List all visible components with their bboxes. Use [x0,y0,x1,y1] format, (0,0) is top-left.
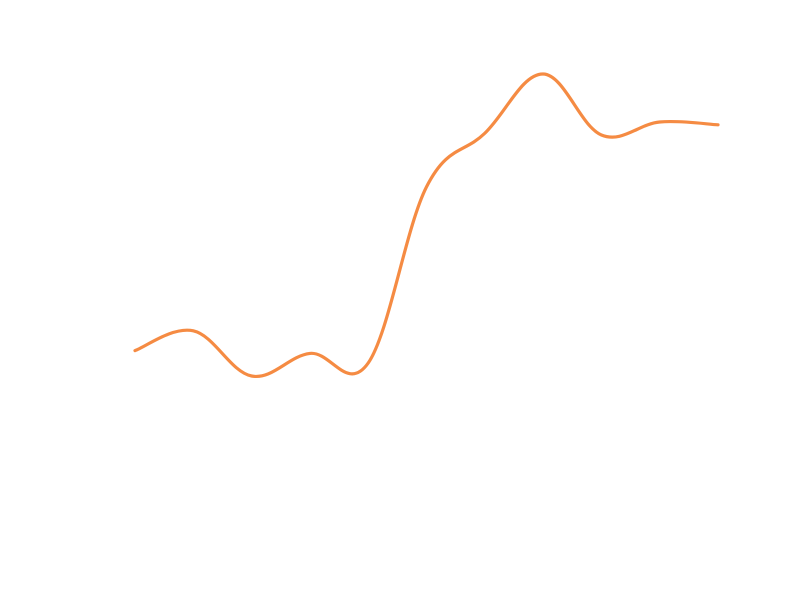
data-point-0-6 [483,131,487,135]
data-point-0-5 [425,185,429,189]
data-point-0-2 [250,374,254,378]
series-layer [133,72,720,378]
data-point-0-10 [716,123,720,127]
data-point-0-7 [541,72,545,76]
data-point-0-4 [366,361,370,365]
data-point-0-3 [308,351,312,355]
points-layer [133,72,720,378]
data-point-0-1 [191,329,195,333]
data-point-0-0 [133,349,137,353]
data-point-0-8 [599,133,603,137]
data-point-0-9 [658,120,662,124]
series-line-0 [133,72,720,378]
